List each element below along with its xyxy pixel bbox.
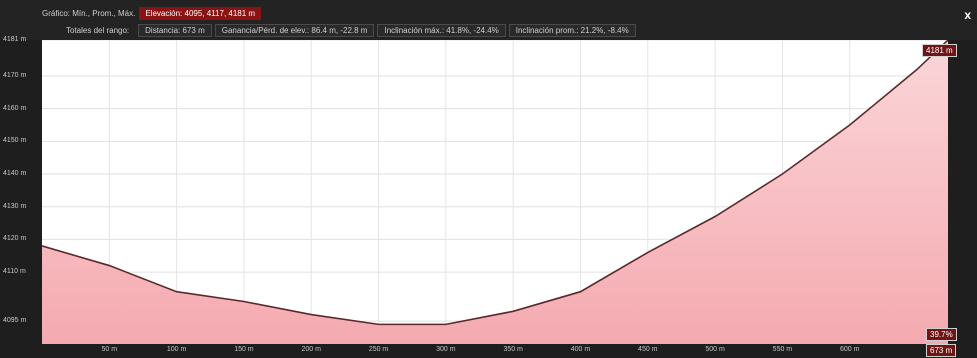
- stats-header: Gráfico: Mín., Prom., Máx. Elevación: 40…: [0, 0, 977, 40]
- x-tick-label-7: 400 m: [570, 346, 591, 353]
- close-icon[interactable]: x: [964, 8, 971, 22]
- avg-slope: Inclinación prom.: 21.2%, -8.4%: [508, 24, 636, 37]
- max-slope: Inclinación máx.: 41.8%, -24.4%: [377, 24, 506, 37]
- chart-mode-label[interactable]: Gráfico: Mín., Prom., Máx.: [42, 8, 136, 18]
- x-tick-label-4: 250 m: [368, 346, 389, 353]
- x-tick-label-2: 150 m: [234, 346, 254, 353]
- x-tick-label-6: 350 m: [503, 346, 523, 353]
- plot-right-edge: [948, 40, 977, 358]
- y-tick-label-8: 4095 m: [3, 317, 27, 325]
- max-elevation-badge: 4181 m: [922, 44, 957, 57]
- elevation-gain-loss: Ganancia/Pérd. de elev.: 86.4 m, -22.8 m: [214, 24, 375, 37]
- y-axis: 4181 m 4170 m 4160 m 4150 m 4140 m 4130 m 4120…: [0, 36, 42, 344]
- y-tick-label-4: 4140 m: [3, 170, 27, 178]
- x-tick-label-9: 500 m: [705, 346, 725, 353]
- x-tick-label-0: 50 m: [101, 346, 118, 353]
- y-tick-label-2: 4160 m: [3, 104, 27, 112]
- y-tick-label-6: 4120 m: [3, 235, 27, 243]
- y-tick-label-0: 4181 m: [3, 36, 27, 43]
- y-tick-label-7: 4110 m: [3, 268, 26, 276]
- grade-badge: 39.7%: [926, 328, 957, 341]
- distance-end-badge: 673 m: [926, 344, 957, 357]
- x-tick-label-5: 300 m: [436, 346, 456, 353]
- x-tick-label-3: 200 m: [301, 346, 321, 353]
- x-tick-label-8: 450 m: [638, 346, 658, 353]
- stats-row-range: Totales del rango: Distancia: 673 m Gana…: [42, 24, 639, 37]
- elevation-line: [42, 40, 948, 326]
- range-totals-label: Totales del rango:: [66, 26, 130, 35]
- elevation-profile-chart[interactable]: [42, 40, 948, 344]
- stats-row-elevation: Gráfico: Mín., Prom., Máx. Elevación: 40…: [42, 6, 262, 20]
- y-tick-label-1: 4170 m: [3, 71, 27, 79]
- x-tick-label-11: 600 m: [839, 346, 860, 353]
- elevation-area: [42, 40, 948, 344]
- distance-value: Distancia: 673 m: [138, 24, 212, 37]
- x-tick-label-10: 550 m: [772, 346, 793, 353]
- x-axis: 50 m 100 m 150 m 200 m 250 m 300 m 350 m 400 m 4…: [0, 344, 977, 358]
- elevation-summary: Elevación: 4095, 4117, 4181 m: [139, 6, 262, 20]
- y-tick-label-5: 4130 m: [3, 202, 27, 210]
- y-tick-label-3: 4150 m: [3, 137, 27, 145]
- x-tick-label-1: 100 m: [166, 346, 187, 353]
